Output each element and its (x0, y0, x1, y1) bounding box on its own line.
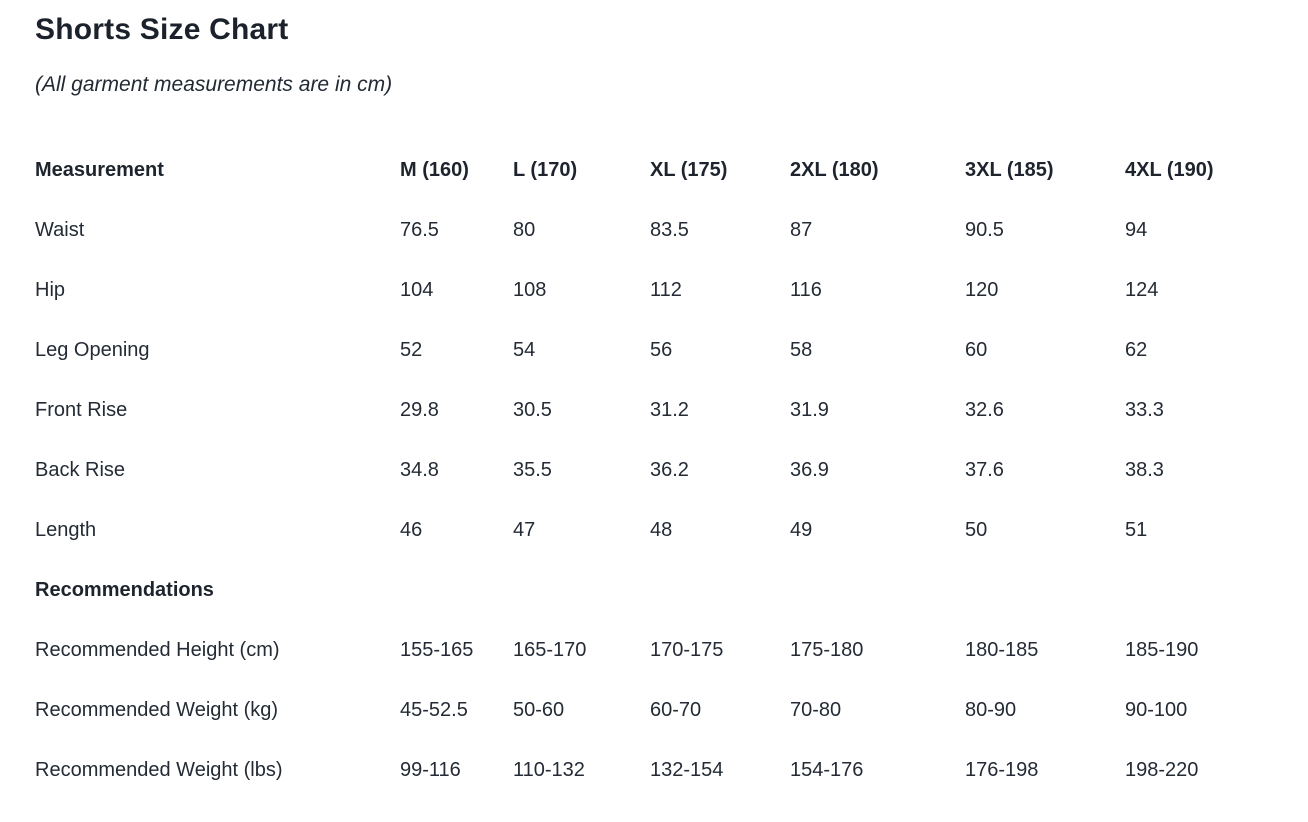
value-cell: 51 (1125, 518, 1148, 541)
value-cell: 132-154 (650, 758, 724, 781)
value-cell: 30.5 (513, 398, 552, 421)
value-cell: 47 (513, 518, 536, 541)
value-cell: 94 (1125, 218, 1148, 241)
row-label: Waist (35, 218, 85, 241)
section-header-row: Recommendations (35, 560, 1273, 620)
value-cell: 52 (400, 338, 423, 361)
value-cell: 198-220 (1125, 758, 1199, 781)
value-cell: 32.6 (965, 398, 1004, 421)
size-column-header: 4XL (190) (1125, 158, 1214, 181)
value-cell: 37.6 (965, 458, 1004, 481)
value-cell: 60 (965, 338, 988, 361)
table-row: Leg Opening 52 54 56 58 60 62 (35, 320, 1273, 380)
value-cell: 50 (965, 518, 988, 541)
value-cell: 80 (513, 218, 536, 241)
row-label: Recommended Weight (lbs) (35, 758, 283, 781)
value-cell: 33.3 (1125, 398, 1164, 421)
value-cell: 185-190 (1125, 638, 1199, 661)
value-cell: 90.5 (965, 218, 1004, 241)
value-cell: 76.5 (400, 218, 439, 241)
row-label: Length (35, 518, 97, 541)
value-cell: 46 (400, 518, 423, 541)
row-label: Back Rise (35, 458, 126, 481)
value-cell: 112 (650, 278, 682, 301)
table-row: Recommended Weight (kg) 45-52.5 50-60 60-70… (35, 680, 1273, 740)
value-cell: 50-60 (513, 698, 565, 721)
value-cell: 31.9 (790, 398, 829, 421)
value-cell: 170-175 (650, 638, 724, 661)
value-cell: 83.5 (650, 218, 689, 241)
value-cell: 108 (513, 278, 547, 301)
header-row: Measurement M (160) L (170) XL (175) 2XL (18… (35, 140, 1273, 200)
row-label: Recommended Weight (kg) (35, 698, 279, 721)
value-cell: 90-100 (1125, 698, 1188, 721)
value-cell: 34.8 (400, 458, 439, 481)
value-cell: 54 (513, 338, 536, 361)
value-cell: 36.2 (650, 458, 689, 481)
value-cell: 110-132 (513, 758, 585, 781)
value-cell: 31.2 (650, 398, 689, 421)
table-row: Recommended Height (cm) 155-165 165-170 170… (35, 620, 1273, 680)
value-cell: 176-198 (965, 758, 1039, 781)
value-cell: 48 (650, 518, 673, 541)
value-cell: 154-176 (790, 758, 864, 781)
size-column-header: 2XL (180) (790, 158, 879, 181)
size-column-header: 3XL (185) (965, 158, 1054, 181)
row-label: Hip (35, 278, 66, 301)
value-cell: 70-80 (790, 698, 842, 721)
value-cell: 80-90 (965, 698, 1017, 721)
value-cell: 58 (790, 338, 813, 361)
value-cell: 99-116 (400, 758, 461, 781)
value-cell: 56 (650, 338, 673, 361)
value-cell: 124 (1125, 278, 1159, 301)
value-cell: 29.8 (400, 398, 439, 421)
units-note: (All garment measurements are in cm) (35, 73, 393, 96)
size-column-header: L (170) (513, 158, 578, 181)
row-label: Leg Opening (35, 338, 150, 361)
size-column-header: XL (175) (650, 158, 728, 181)
value-cell: 62 (1125, 338, 1148, 361)
row-label: Front Rise (35, 398, 128, 421)
table-row: Front Rise 29.8 30.5 31.2 31.9 32.6 33.3 (35, 380, 1273, 440)
section-header-label: Recommendations (35, 578, 214, 601)
measurement-column-header: Measurement (35, 158, 164, 181)
value-cell: 35.5 (513, 458, 552, 481)
size-chart-table: Measurement M (160) L (170) XL (175) 2XL (18… (35, 140, 1273, 800)
table-row: Recommended Weight (lbs) 99-116 110-132 132… (35, 740, 1273, 800)
value-cell: 38.3 (1125, 458, 1164, 481)
value-cell: 175-180 (790, 638, 864, 661)
value-cell: 87 (790, 218, 813, 241)
table-row: Waist 76.5 80 83.5 87 90.5 94 (35, 200, 1273, 260)
page-title: Shorts Size Chart (35, 13, 289, 46)
table-row: Length 46 47 48 49 50 51 (35, 500, 1273, 560)
value-cell: 49 (790, 518, 813, 541)
value-cell: 155-165 (400, 638, 474, 661)
value-cell: 120 (965, 278, 999, 301)
value-cell: 36.9 (790, 458, 829, 481)
value-cell: 45-52.5 (400, 698, 468, 721)
value-cell: 116 (790, 278, 822, 301)
table-row: Back Rise 34.8 35.5 36.2 36.9 37.6 38.3 (35, 440, 1273, 500)
value-cell: 180-185 (965, 638, 1039, 661)
value-cell: 104 (400, 278, 434, 301)
value-cell: 60-70 (650, 698, 702, 721)
table-row: Hip 104 108 112 116 120 124 (35, 260, 1273, 320)
value-cell: 165-170 (513, 638, 587, 661)
row-label: Recommended Height (cm) (35, 638, 280, 661)
size-column-header: M (160) (400, 158, 469, 181)
